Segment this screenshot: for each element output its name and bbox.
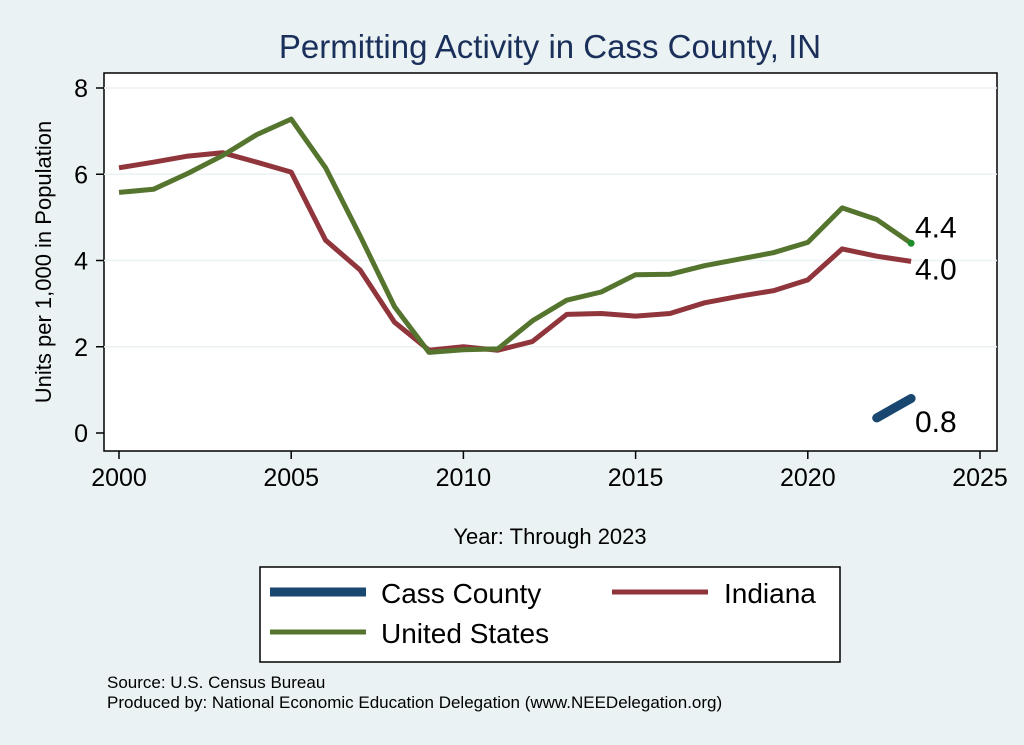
y-tick-label-4: 4: [74, 248, 88, 276]
end-label-indiana: 4.0: [915, 253, 957, 286]
series-end-marker-united-states: [907, 239, 915, 247]
grid-lines: [104, 87, 997, 348]
axes: 0 2 4 6 8 2000 2005 2010 2015 2020 2025: [74, 75, 1008, 492]
series-line-cass-county: [872, 394, 916, 423]
legend: Cass County Indiana United States: [259, 566, 841, 663]
y-tick-label-6: 6: [74, 161, 88, 189]
end-labels: 0.8 4.0 4.4: [915, 211, 957, 439]
x-tick-label-2025: 2025: [952, 464, 1008, 492]
x-tick-label-2000: 2000: [91, 464, 147, 492]
y-tick-label-0: 0: [74, 420, 88, 448]
series-line-united-states: [118, 116, 913, 355]
legend-label-cass-county: Cass County: [381, 578, 541, 609]
legend-label-indiana: Indiana: [724, 578, 816, 609]
chart-title: Permitting Activity in Cass County, IN: [279, 28, 821, 65]
legend-label-united-states: United States: [381, 618, 549, 649]
end-label-united-states: 4.4: [915, 211, 957, 244]
x-tick-label-2010: 2010: [436, 464, 492, 492]
legend-box: [259, 566, 841, 663]
y-tick-label-8: 8: [74, 75, 88, 103]
plot-area: [103, 72, 998, 452]
x-axis-title: Year: Through 2023: [453, 524, 646, 549]
x-tick-label-2015: 2015: [608, 464, 664, 492]
producer-note: Produced by: National Economic Education…: [107, 693, 722, 712]
x-tick-label-2005: 2005: [263, 464, 319, 492]
y-axis-title: Units per 1,000 in Population: [31, 121, 56, 404]
series-lines: [118, 116, 916, 423]
end-label-cass-county: 0.8: [915, 406, 957, 439]
source-note: Source: U.S. Census Bureau: [107, 673, 325, 692]
series-line-indiana: [118, 150, 912, 353]
y-tick-label-2: 2: [74, 334, 88, 362]
x-tick-label-2020: 2020: [780, 464, 836, 492]
